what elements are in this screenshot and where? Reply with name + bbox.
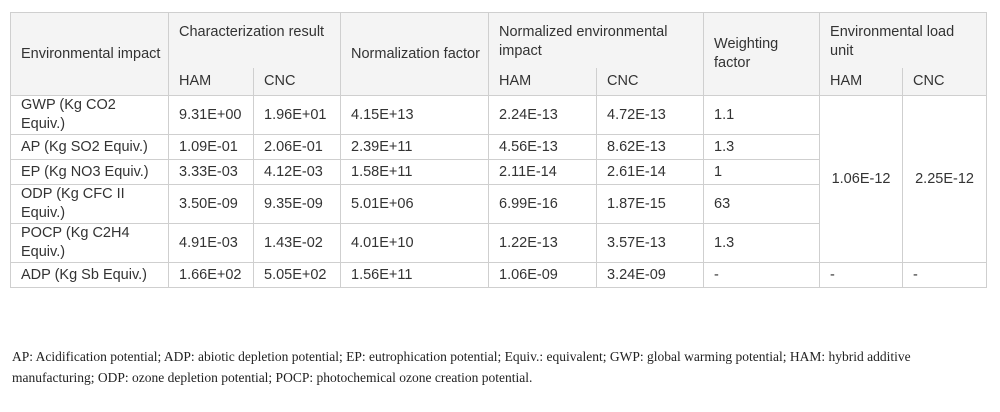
cell-char-ham: 9.31E+00 <box>168 95 254 135</box>
cell-impact: ADP (Kg Sb Equiv.) <box>10 262 169 288</box>
cell-char-ham: 3.50E-09 <box>168 184 254 224</box>
subheader-row: HAM CNC HAM CNC HAM CNC <box>11 68 988 96</box>
subheader-norm-cnc: CNC <box>596 68 705 96</box>
cell-impact: AP (Kg SO2 Equiv.) <box>10 134 169 160</box>
subheader-char-ham: HAM <box>168 68 254 96</box>
cell-weight: 1.3 <box>703 223 821 263</box>
cell-char-ham: 3.33E-03 <box>168 159 254 185</box>
environmental-impact-table: Environmental impact Characterization re… <box>10 12 988 288</box>
cell-norm-factor: 1.56E+11 <box>340 262 490 288</box>
cell-norm-ham: 1.06E-09 <box>488 262 598 288</box>
header-normalization-factor: Normalization factor <box>340 12 490 96</box>
cell-char-ham: 1.66E+02 <box>168 262 254 288</box>
cell-norm-cnc: 4.72E-13 <box>596 95 705 135</box>
subheader-load-ham: HAM <box>819 68 904 96</box>
cell-norm-cnc: 2.61E-14 <box>596 159 705 185</box>
cell-weight: - <box>703 262 821 288</box>
header-impact: Environmental impact <box>10 12 169 96</box>
cell-char-cnc: 5.05E+02 <box>252 262 342 288</box>
cell-norm-cnc: 8.62E-13 <box>596 134 705 160</box>
cell-norm-ham: 2.11E-14 <box>488 159 598 185</box>
table-footnote: AP: Acidification potential; ADP: abioti… <box>12 349 911 385</box>
cell-norm-cnc: 3.24E-09 <box>596 262 705 288</box>
cell-norm-ham: 4.56E-13 <box>488 134 598 160</box>
table-row-pocp: POCP (Kg C2H4 Equiv.) 4.91E-03 1.43E-02 … <box>10 223 987 263</box>
cell-char-cnc: 1.43E-02 <box>252 223 342 263</box>
cell-impact: ODP (Kg CFC II Equiv.) <box>10 184 169 224</box>
cell-weight: 1 <box>703 159 821 185</box>
cell-norm-factor: 4.15E+13 <box>340 95 490 135</box>
cell-char-ham: 1.09E-01 <box>168 134 254 160</box>
header-weighting-factor: Weighting factor <box>703 12 821 96</box>
subheader-char-cnc: CNC <box>252 68 342 96</box>
subheader-norm-ham: HAM <box>488 68 598 96</box>
cell-norm-ham: 1.22E-13 <box>488 223 598 263</box>
cell-impact: EP (Kg NO3 Equiv.) <box>10 159 169 185</box>
cell-norm-cnc: 3.57E-13 <box>596 223 705 263</box>
cell-char-cnc: 4.12E-03 <box>252 159 342 185</box>
header-row: Environmental impact Characterization re… <box>10 12 988 96</box>
cell-weight: 63 <box>703 184 821 224</box>
subheader-load-cnc: CNC <box>902 68 988 96</box>
cell-char-cnc: 2.06E-01 <box>252 134 342 160</box>
header-normalized-impact: Normalized environmental impact <box>488 12 705 68</box>
table-row-gwp: GWP (Kg CO2 Equiv.) 9.31E+00 1.96E+01 4.… <box>10 95 988 263</box>
header-characterization: Characterization result <box>167 12 342 68</box>
cell-norm-factor: 4.01E+10 <box>340 223 490 263</box>
table-row-ap: AP (Kg SO2 Equiv.) 1.09E-01 2.06E-01 2.3… <box>10 134 987 160</box>
cell-weight: 1.1 <box>703 95 821 135</box>
cell-char-cnc: 9.35E-09 <box>252 184 342 224</box>
cell-load-ham-merged: 1.06E-12 <box>819 95 904 263</box>
header-load-unit: Environmental load unit <box>819 12 988 68</box>
cell-char-ham: 4.91E-03 <box>168 223 254 263</box>
cell-impact: GWP (Kg CO2 Equiv.) <box>10 95 169 135</box>
cell-norm-cnc: 1.87E-15 <box>596 184 705 224</box>
cell-norm-ham: 2.24E-13 <box>488 95 598 135</box>
cell-norm-factor: 1.58E+11 <box>340 159 490 185</box>
cell-norm-ham: 6.99E-16 <box>488 184 598 224</box>
cell-impact: POCP (Kg C2H4 Equiv.) <box>10 223 169 263</box>
cell-load-cnc-merged: 2.25E-12 <box>902 95 988 263</box>
cell-norm-factor: 5.01E+06 <box>340 184 490 224</box>
table-row-odp: ODP (Kg CFC II Equiv.) 3.50E-09 9.35E-09… <box>10 184 987 224</box>
cell-norm-factor: 2.39E+11 <box>340 134 490 160</box>
table-row-adp: ADP (Kg Sb Equiv.) 1.66E+02 5.05E+02 1.5… <box>10 262 988 288</box>
cell-load-cnc: - <box>902 262 988 288</box>
cell-char-cnc: 1.96E+01 <box>252 95 342 135</box>
cell-load-ham: - <box>819 262 904 288</box>
cell-weight: 1.3 <box>703 134 821 160</box>
